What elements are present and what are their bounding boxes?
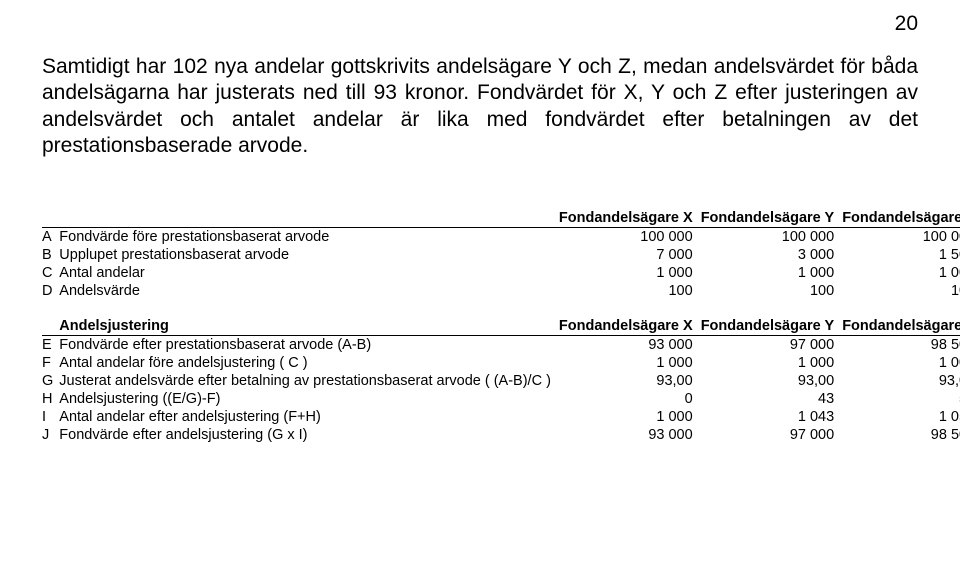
table-1: Fondandelsägare X Fondandelsägare Y Fond…: [42, 209, 960, 444]
row-label: Fondvärde efter prestationsbaserat arvod…: [57, 336, 555, 355]
row-label: Justerat andelsvärde efter betalning av …: [57, 372, 555, 390]
cell: 93,00: [555, 372, 697, 390]
table-row: A Fondvärde före prestationsbaserat arvo…: [42, 228, 960, 247]
col-header: Fondandelsägare X: [555, 209, 697, 228]
table-2-header: Andelsjustering Fondandelsägare X Fondan…: [42, 300, 960, 336]
table-row: J Fondvärde efter andelsjustering (G x I…: [42, 426, 960, 444]
col-header: Fondandelsägare X: [555, 300, 697, 336]
body-paragraph: Samtidigt har 102 nya andelar gottskrivi…: [42, 54, 918, 159]
row-key: J: [42, 426, 57, 444]
row-key: E: [42, 336, 57, 355]
cell: 100 000: [555, 228, 697, 247]
table-row: F Antal andelar före andelsjustering ( C…: [42, 354, 960, 372]
cell: 98 500: [838, 426, 960, 444]
table-row: C Antal andelar 1 000 1 000 1 000 3 000: [42, 264, 960, 282]
row-key: H: [42, 390, 57, 408]
row-label: Antal andelar före andelsjustering ( C ): [57, 354, 555, 372]
table-row: B Upplupet prestationsbaserat arvode 7 0…: [42, 246, 960, 264]
row-label: Antal andelar efter andelsjustering (F+H…: [57, 408, 555, 426]
table-1-header: Fondandelsägare X Fondandelsägare Y Fond…: [42, 209, 960, 228]
cell: 97 000: [697, 426, 839, 444]
cell: 1 000: [555, 354, 697, 372]
row-label: Andelsjustering ((E/G)-F): [57, 390, 555, 408]
col-header: Fondandelsägare Z: [838, 209, 960, 228]
row-label: Andelsvärde: [57, 282, 555, 300]
cell: 93,00: [838, 372, 960, 390]
row-key: D: [42, 282, 57, 300]
row-label: Antal andelar: [57, 264, 555, 282]
cell: 100 000: [838, 228, 960, 247]
cell: 100: [838, 282, 960, 300]
cell: 7 000: [555, 246, 697, 264]
cell: 100 000: [697, 228, 839, 247]
cell: 1 000: [555, 408, 697, 426]
row-label: Fondvärde före prestationsbaserat arvode: [57, 228, 555, 247]
cell: 97 000: [697, 336, 839, 355]
cell: 1 043: [697, 408, 839, 426]
cell: 1 000: [555, 264, 697, 282]
cell: 1 000: [697, 354, 839, 372]
cell: 93 000: [555, 426, 697, 444]
col-header: Fondandelsägare Y: [697, 300, 839, 336]
cell: 1 059: [838, 408, 960, 426]
table-row: H Andelsjustering ((E/G)-F) 0 43 59: [42, 390, 960, 408]
cell: 59: [838, 390, 960, 408]
cell: 0: [555, 390, 697, 408]
row-key: C: [42, 264, 57, 282]
row-key: I: [42, 408, 57, 426]
page-number: 20: [42, 12, 918, 36]
row-label: Upplupet prestationsbaserat arvode: [57, 246, 555, 264]
table-row: I Antal andelar efter andelsjustering (F…: [42, 408, 960, 426]
cell: 100: [555, 282, 697, 300]
page-container: 20 Samtidigt har 102 nya andelar gottskr…: [0, 0, 960, 444]
cell: 93 000: [555, 336, 697, 355]
cell: 100: [697, 282, 839, 300]
cell: 98 500: [838, 336, 960, 355]
row-key: B: [42, 246, 57, 264]
col-header: Fondandelsägare Z: [838, 300, 960, 336]
table-row: G Justerat andelsvärde efter betalning a…: [42, 372, 960, 390]
cell: 3 000: [697, 246, 839, 264]
cell: 93,00: [697, 372, 839, 390]
row-key: G: [42, 372, 57, 390]
cell: 1 000: [838, 264, 960, 282]
cell: 1 000: [838, 354, 960, 372]
row-key: A: [42, 228, 57, 247]
cell: 1 500: [838, 246, 960, 264]
section-title: Andelsjustering: [57, 300, 555, 336]
row-label: Fondvärde efter andelsjustering (G x I): [57, 426, 555, 444]
col-header: Fondandelsägare Y: [697, 209, 839, 228]
cell: 1 000: [697, 264, 839, 282]
table-row: E Fondvärde efter prestationsbaserat arv…: [42, 336, 960, 355]
row-key: F: [42, 354, 57, 372]
cell: 43: [697, 390, 839, 408]
table-row: D Andelsvärde 100 100 100 100: [42, 282, 960, 300]
